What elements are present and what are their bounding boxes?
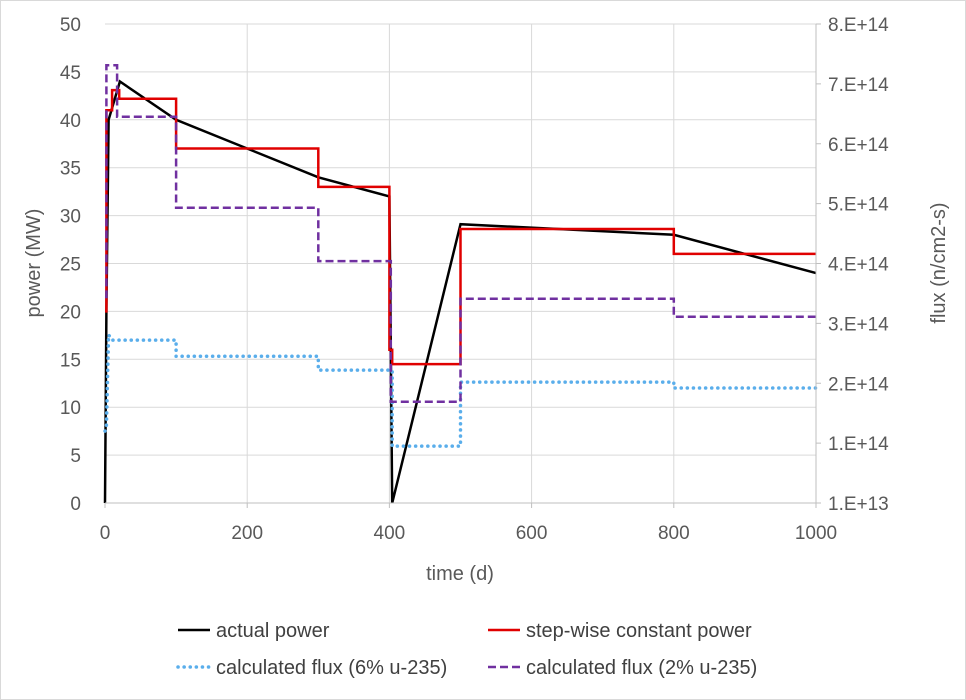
y2-tick-label: 1.E+14 [828, 434, 889, 455]
y-axis-label: power (MW) [23, 209, 45, 318]
series-line-1 [105, 88, 816, 366]
x-tick-label: 600 [516, 523, 548, 544]
y2-axis-label: flux (n/cm2-s) [928, 202, 950, 323]
y-tick-label: 30 [60, 207, 81, 228]
y-tick-label: 5 [70, 446, 81, 467]
x-tick-label: 1000 [795, 523, 837, 544]
legend-label: actual power [216, 620, 330, 642]
y-tick-label: 35 [60, 159, 81, 180]
x-tick-label: 400 [374, 523, 406, 544]
legend-label: step-wise constant power [526, 620, 752, 642]
legend-label: calculated flux (6% u-235) [216, 657, 447, 679]
x-axis-label: time (d) [426, 563, 494, 585]
y-tick-label: 15 [60, 350, 81, 371]
y-tick-label: 20 [60, 302, 81, 323]
y2-tick-label: 2.E+14 [828, 374, 889, 395]
series-line-3 [105, 64, 816, 404]
legend: actual power step-wise constant power calc… [176, 620, 757, 679]
x-tick-label: 200 [231, 523, 263, 544]
legend-label: calculated flux (2% u-235) [526, 657, 757, 679]
x-tick-label: 800 [658, 523, 690, 544]
y-tick-label: 50 [60, 15, 81, 36]
y2-tick-label: 4.E+14 [828, 255, 889, 276]
y2-tick-label: 1.E+13 [828, 494, 889, 515]
y-tick-label: 45 [60, 63, 81, 84]
y-tick-label: 0 [70, 494, 81, 515]
x-tick-label: 0 [100, 523, 111, 544]
y-tick-label: 10 [60, 398, 81, 419]
y2-tick-label: 6.E+14 [828, 135, 889, 156]
y2-tick-label: 3.E+14 [828, 314, 889, 335]
y2-tick-label: 8.E+14 [828, 15, 889, 36]
y2-tick-label: 7.E+14 [828, 75, 889, 96]
y-tick-label: 40 [60, 111, 81, 132]
y2-tick-label: 5.E+14 [828, 195, 889, 216]
y-tick-label: 25 [60, 255, 81, 276]
